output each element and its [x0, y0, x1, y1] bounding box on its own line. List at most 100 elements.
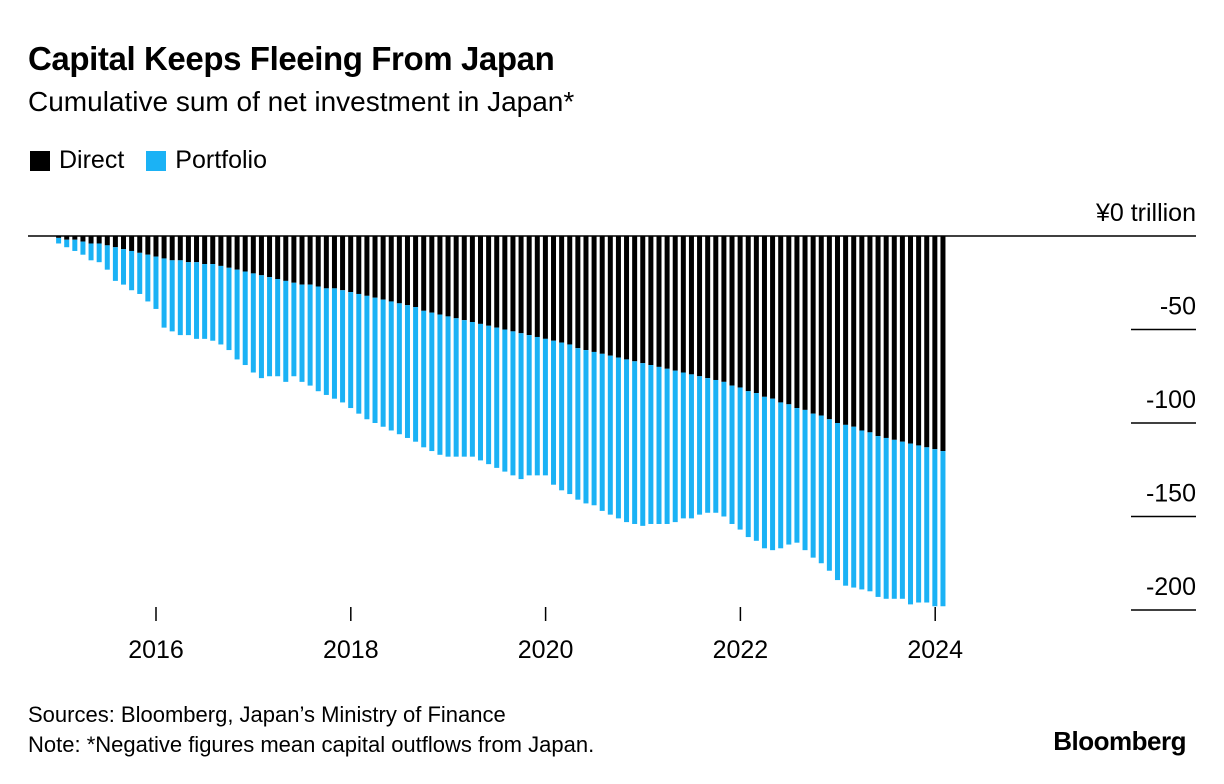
- bar-direct: [518, 236, 524, 334]
- bar-portfolio: [542, 338, 548, 476]
- bar-portfolio: [867, 432, 873, 592]
- y-tick-label: ¥0 trillion: [1095, 199, 1196, 227]
- chart-subtitle: Cumulative sum of net investment in Japa…: [28, 86, 575, 117]
- bar-portfolio: [112, 247, 118, 281]
- bar-direct: [396, 236, 402, 304]
- bar-portfolio: [194, 262, 200, 339]
- bar-direct: [145, 236, 151, 255]
- bar-portfolio: [283, 280, 289, 382]
- bar-direct: [713, 236, 719, 380]
- bar-portfolio: [688, 374, 694, 519]
- legend-label-direct: Direct: [59, 146, 125, 174]
- bar-portfolio: [656, 366, 662, 524]
- bar-direct: [932, 236, 938, 450]
- bar-direct: [502, 236, 508, 330]
- bar-direct: [688, 236, 694, 375]
- bar-direct: [315, 236, 321, 287]
- bar-direct: [477, 236, 483, 324]
- bar-portfolio: [121, 249, 127, 285]
- bar-portfolio: [859, 430, 865, 590]
- bar-direct: [177, 236, 183, 261]
- bar-direct: [875, 236, 881, 437]
- bar-direct: [526, 236, 532, 336]
- bar-portfolio: [486, 325, 492, 465]
- bar-direct: [250, 236, 256, 274]
- bar-direct: [591, 236, 597, 352]
- bar-portfolio: [632, 361, 638, 524]
- bar-direct: [226, 236, 232, 268]
- bar-portfolio: [234, 269, 240, 360]
- bar-portfolio: [575, 348, 581, 500]
- bar-direct: [307, 236, 313, 285]
- bar-portfolio: [185, 262, 191, 336]
- sources-text: Sources: Bloomberg, Japan’s Ministry of …: [28, 702, 506, 727]
- y-tick-label: -200: [1146, 573, 1196, 601]
- bar-direct: [510, 236, 516, 332]
- bar-direct: [267, 236, 273, 278]
- bar-direct: [210, 236, 216, 265]
- bar-portfolio: [770, 398, 776, 551]
- bar-direct: [940, 236, 946, 452]
- bar-direct: [453, 236, 459, 319]
- bar-direct: [88, 236, 94, 244]
- bar-portfolio: [648, 365, 654, 524]
- bar-direct: [615, 236, 621, 358]
- bar-direct: [96, 236, 102, 244]
- bar-portfolio: [388, 301, 394, 431]
- bar-portfolio: [331, 288, 337, 399]
- bar-portfolio: [753, 393, 759, 541]
- bar-portfolio: [404, 305, 410, 438]
- bar-portfolio: [56, 237, 62, 244]
- bloomberg-logo: Bloomberg: [1053, 726, 1186, 756]
- bar-direct: [632, 236, 638, 362]
- bar-portfolio: [940, 451, 946, 607]
- bar-portfolio: [526, 335, 532, 476]
- bar-portfolio: [494, 327, 500, 468]
- bar-portfolio: [177, 260, 183, 336]
- bar-portfolio: [615, 357, 621, 519]
- bar-direct: [891, 236, 897, 440]
- bar-direct: [169, 236, 175, 261]
- y-tick-label: -100: [1146, 386, 1196, 414]
- bar-portfolio: [145, 254, 151, 302]
- y-tick-label: -150: [1146, 480, 1196, 508]
- bar-portfolio: [672, 370, 678, 523]
- bar-portfolio: [421, 310, 427, 448]
- bar-direct: [753, 236, 759, 394]
- bar-portfolio: [826, 419, 832, 571]
- bar-direct: [851, 236, 857, 427]
- bar-direct: [64, 236, 70, 240]
- bar-direct: [551, 236, 557, 341]
- bar-direct: [194, 236, 200, 263]
- bar-portfolio: [137, 252, 143, 294]
- bar-direct: [794, 236, 800, 409]
- bar-direct: [778, 236, 784, 403]
- bar-portfolio: [591, 351, 597, 506]
- bar-direct: [697, 236, 703, 377]
- bar-portfolio: [794, 408, 800, 543]
- bar-portfolio: [534, 336, 540, 476]
- bar-portfolio: [445, 316, 451, 457]
- bar-portfolio: [372, 297, 378, 423]
- bar-direct: [680, 236, 686, 373]
- bar-portfolio: [713, 379, 719, 513]
- bar-direct: [437, 236, 443, 315]
- bar-direct: [469, 236, 475, 323]
- bar-portfolio: [307, 284, 313, 386]
- x-tick-label: 2024: [907, 636, 963, 664]
- bar-portfolio: [883, 437, 889, 599]
- bar-portfolio: [275, 279, 281, 377]
- bar-portfolio: [640, 363, 646, 526]
- bar-direct: [356, 236, 362, 294]
- legend: Direct Portfolio: [30, 146, 289, 175]
- bar-portfolio: [891, 439, 897, 599]
- bar-portfolio: [721, 381, 727, 517]
- bar-portfolio: [705, 378, 711, 513]
- bar-portfolio: [607, 355, 613, 515]
- x-tick-label: 2018: [323, 636, 379, 664]
- bar-portfolio: [510, 331, 516, 476]
- bar-portfolio: [258, 275, 264, 379]
- bar-portfolio: [583, 350, 589, 504]
- legend-swatch-portfolio: [146, 150, 167, 171]
- bar-portfolio: [242, 271, 248, 366]
